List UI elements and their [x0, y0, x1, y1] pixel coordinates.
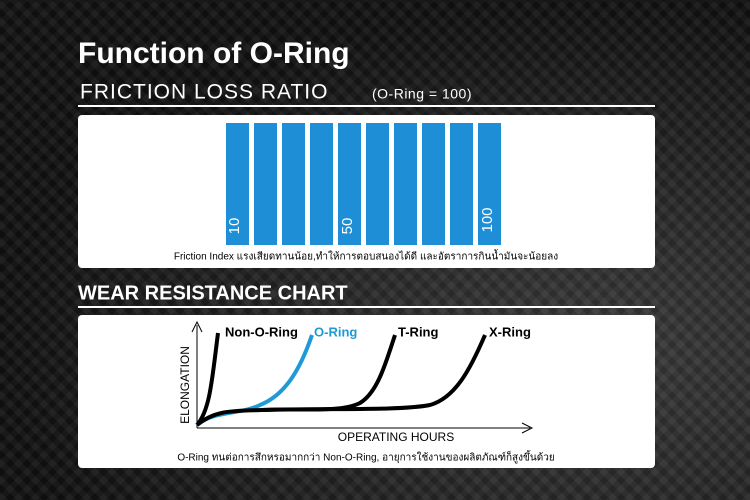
title: Function of O-Ring: [78, 37, 350, 70]
bar: [450, 123, 473, 245]
curve: [261, 334, 487, 412]
bar-label: 50: [339, 218, 356, 235]
bar-label: 10: [226, 218, 243, 235]
friction-caption: Friction Index แรงเสียดทานน้อย,ทำให้การต…: [174, 249, 558, 263]
bar: [282, 123, 305, 245]
wear-caption: O-Ring ทนต่อการสึกหรอมากกว่า Non-O-Ring,…: [177, 450, 554, 464]
x-label: OPERATING HOURS: [338, 430, 454, 444]
curve-label: O-Ring: [314, 324, 357, 339]
bar: [366, 123, 389, 245]
bar: [226, 123, 249, 245]
wear-heading: WEAR RESISTANCE CHART: [78, 282, 348, 304]
bar: [394, 123, 417, 245]
arrow: [191, 320, 203, 333]
bar-label: 100: [479, 207, 496, 232]
curve-label: T-Ring: [398, 324, 438, 339]
curve-label: X-Ring: [489, 324, 531, 339]
bar: [254, 123, 277, 245]
wear-panel: [78, 315, 655, 468]
bar: [422, 123, 445, 245]
bar: [338, 123, 361, 245]
friction-note: (O-Ring = 100): [372, 86, 472, 102]
bar: [310, 123, 333, 245]
y-label: ELONGATION: [178, 346, 192, 424]
curve-label: Non-O-Ring: [225, 324, 298, 339]
bar-group: [226, 123, 501, 245]
bar: [478, 123, 501, 245]
arrow: [521, 422, 534, 434]
friction-heading: FRICTION LOSS RATIO: [80, 81, 328, 104]
